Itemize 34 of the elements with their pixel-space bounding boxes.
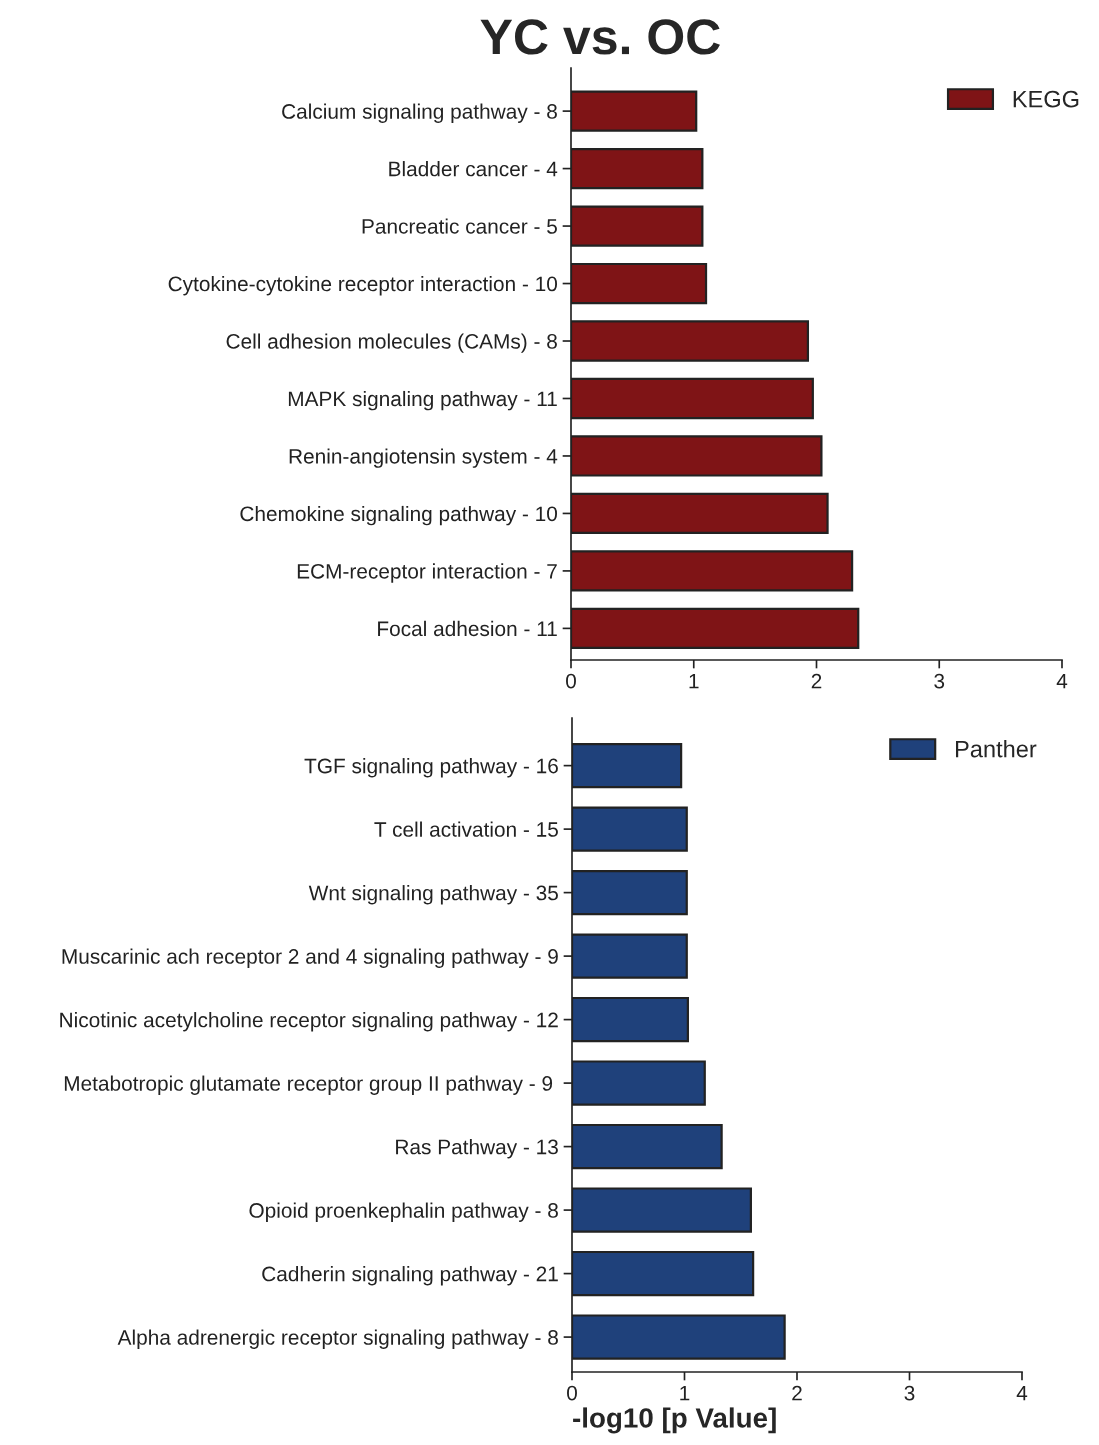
y-tick-label: Nicotinic acetylcholine receptor signaling pathway - 12: [60, 1012, 558, 1032]
chart-title: YC vs. OC: [480, 19, 720, 55]
y-tick-label: Focal adhesion - 11: [378, 620, 557, 637]
x-tick-label: 0: [567, 1385, 577, 1401]
y-tick-label: ECM-receptor interaction - 7: [297, 563, 557, 583]
x-tick-label: 3: [934, 673, 945, 689]
y-tick-label: Alpha adrenergic receptor signaling pathway - 8: [117, 1329, 558, 1349]
x-tick-label: 3: [904, 1385, 915, 1401]
x-tick-label: 0: [566, 673, 576, 689]
legend-label: Panther: [956, 740, 1037, 758]
y-tick-label: Chemokine signaling pathway - 10: [240, 505, 558, 526]
y-tick-label: Cell adhesion molecules (CAMs) - 8: [226, 333, 557, 353]
x-tick-label: 1: [680, 1385, 690, 1401]
y-tick-label: T cell activation - 15: [374, 821, 558, 837]
y-tick-label: Cadherin signaling pathway - 21: [262, 1266, 558, 1286]
x-tick-label: 2: [792, 1385, 802, 1401]
x-tick-label: 1: [689, 673, 699, 689]
y-tick-label: Ras Pathway - 13: [396, 1139, 558, 1159]
y-tick-label: Wnt signaling pathway - 35: [308, 885, 558, 905]
y-tick-label: Pancreatic cancer - 5: [362, 218, 557, 234]
y-tick-label: Muscarinic ach receptor 2 and 4 signaling pathway - 9: [62, 948, 558, 968]
y-tick-label: Calcium signaling pathway - 8: [282, 103, 557, 123]
x-tick-label: 4: [1056, 673, 1068, 689]
y-tick-label: TGF signaling pathway - 16: [304, 758, 558, 778]
x-axis-title: -log10 [p Value]: [573, 1407, 776, 1434]
x-tick-label: 4: [1016, 1385, 1028, 1401]
x-tick-label: 2: [811, 673, 822, 689]
y-tick-label: Renin-angiotensin system - 4: [289, 448, 558, 468]
y-tick-label: Opioid proenkephalin pathway - 8: [249, 1202, 558, 1222]
y-tick-label: Cytokine-cytokine receptor interaction - 10: [168, 275, 558, 296]
y-tick-label: Bladder cancer - 4: [389, 161, 558, 177]
legend-label: KEGG: [1013, 90, 1079, 108]
y-tick-label: Metabotropic glutamate receptor group II pathway - 9: [64, 1075, 553, 1095]
y-tick-label: MAPK signaling pathway - 11: [288, 390, 557, 411]
